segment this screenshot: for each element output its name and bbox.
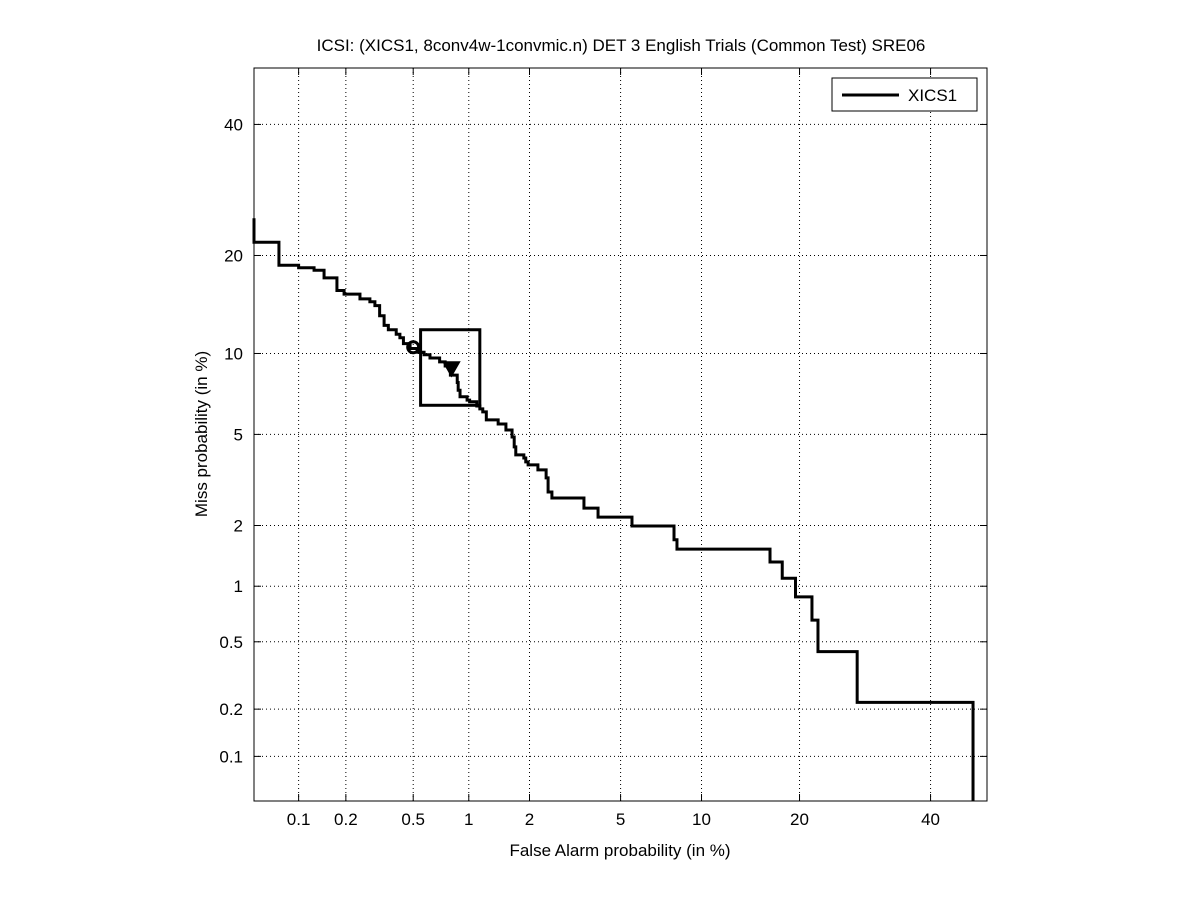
y-tick-label: 0.5 bbox=[219, 633, 243, 652]
x-tick-label: 5 bbox=[616, 810, 625, 829]
y-tick-label: 1 bbox=[234, 577, 243, 596]
y-tick-label: 5 bbox=[234, 425, 243, 444]
x-tick-label: 20 bbox=[790, 810, 809, 829]
x-axis-label: False Alarm probability (in %) bbox=[509, 841, 730, 860]
x-tick-label: 0.1 bbox=[287, 810, 311, 829]
x-tick-label: 2 bbox=[525, 810, 534, 829]
triangle-marker bbox=[442, 361, 461, 378]
det-curve bbox=[252, 218, 975, 801]
axes-frame bbox=[253, 67, 988, 802]
legend: XICS1 bbox=[831, 77, 978, 112]
circle-marker bbox=[406, 340, 421, 355]
y-tick-label: 40 bbox=[224, 115, 243, 134]
y-axis-label: Miss probability (in %) bbox=[192, 351, 211, 517]
plot-marks bbox=[252, 218, 975, 801]
tick-marks bbox=[254, 68, 987, 801]
y-tick-label: 0.1 bbox=[219, 747, 243, 766]
x-tick-label: 10 bbox=[692, 810, 711, 829]
y-tick-label: 2 bbox=[234, 516, 243, 535]
confidence-box bbox=[419, 328, 482, 407]
x-tick-label: 0.5 bbox=[401, 810, 425, 829]
tick-labels: 0.1 0.2 0.5 1 2 5 10 20 40 0.1 0.2 0.5 1 2 5 10 20 40 bbox=[219, 115, 940, 829]
y-tick-label: 20 bbox=[224, 246, 243, 265]
x-tick-label: 0.2 bbox=[334, 810, 358, 829]
x-tick-label: 1 bbox=[464, 810, 473, 829]
plot-area bbox=[254, 68, 987, 801]
x-tick-label: 40 bbox=[921, 810, 940, 829]
y-tick-label: 10 bbox=[224, 344, 243, 363]
y-tick-label: 0.2 bbox=[219, 700, 243, 719]
chart-title: ICSI: (XICS1, 8conv4w-1convmic.n) DET 3 … bbox=[317, 36, 926, 55]
legend-entry-label: XICS1 bbox=[908, 86, 957, 105]
